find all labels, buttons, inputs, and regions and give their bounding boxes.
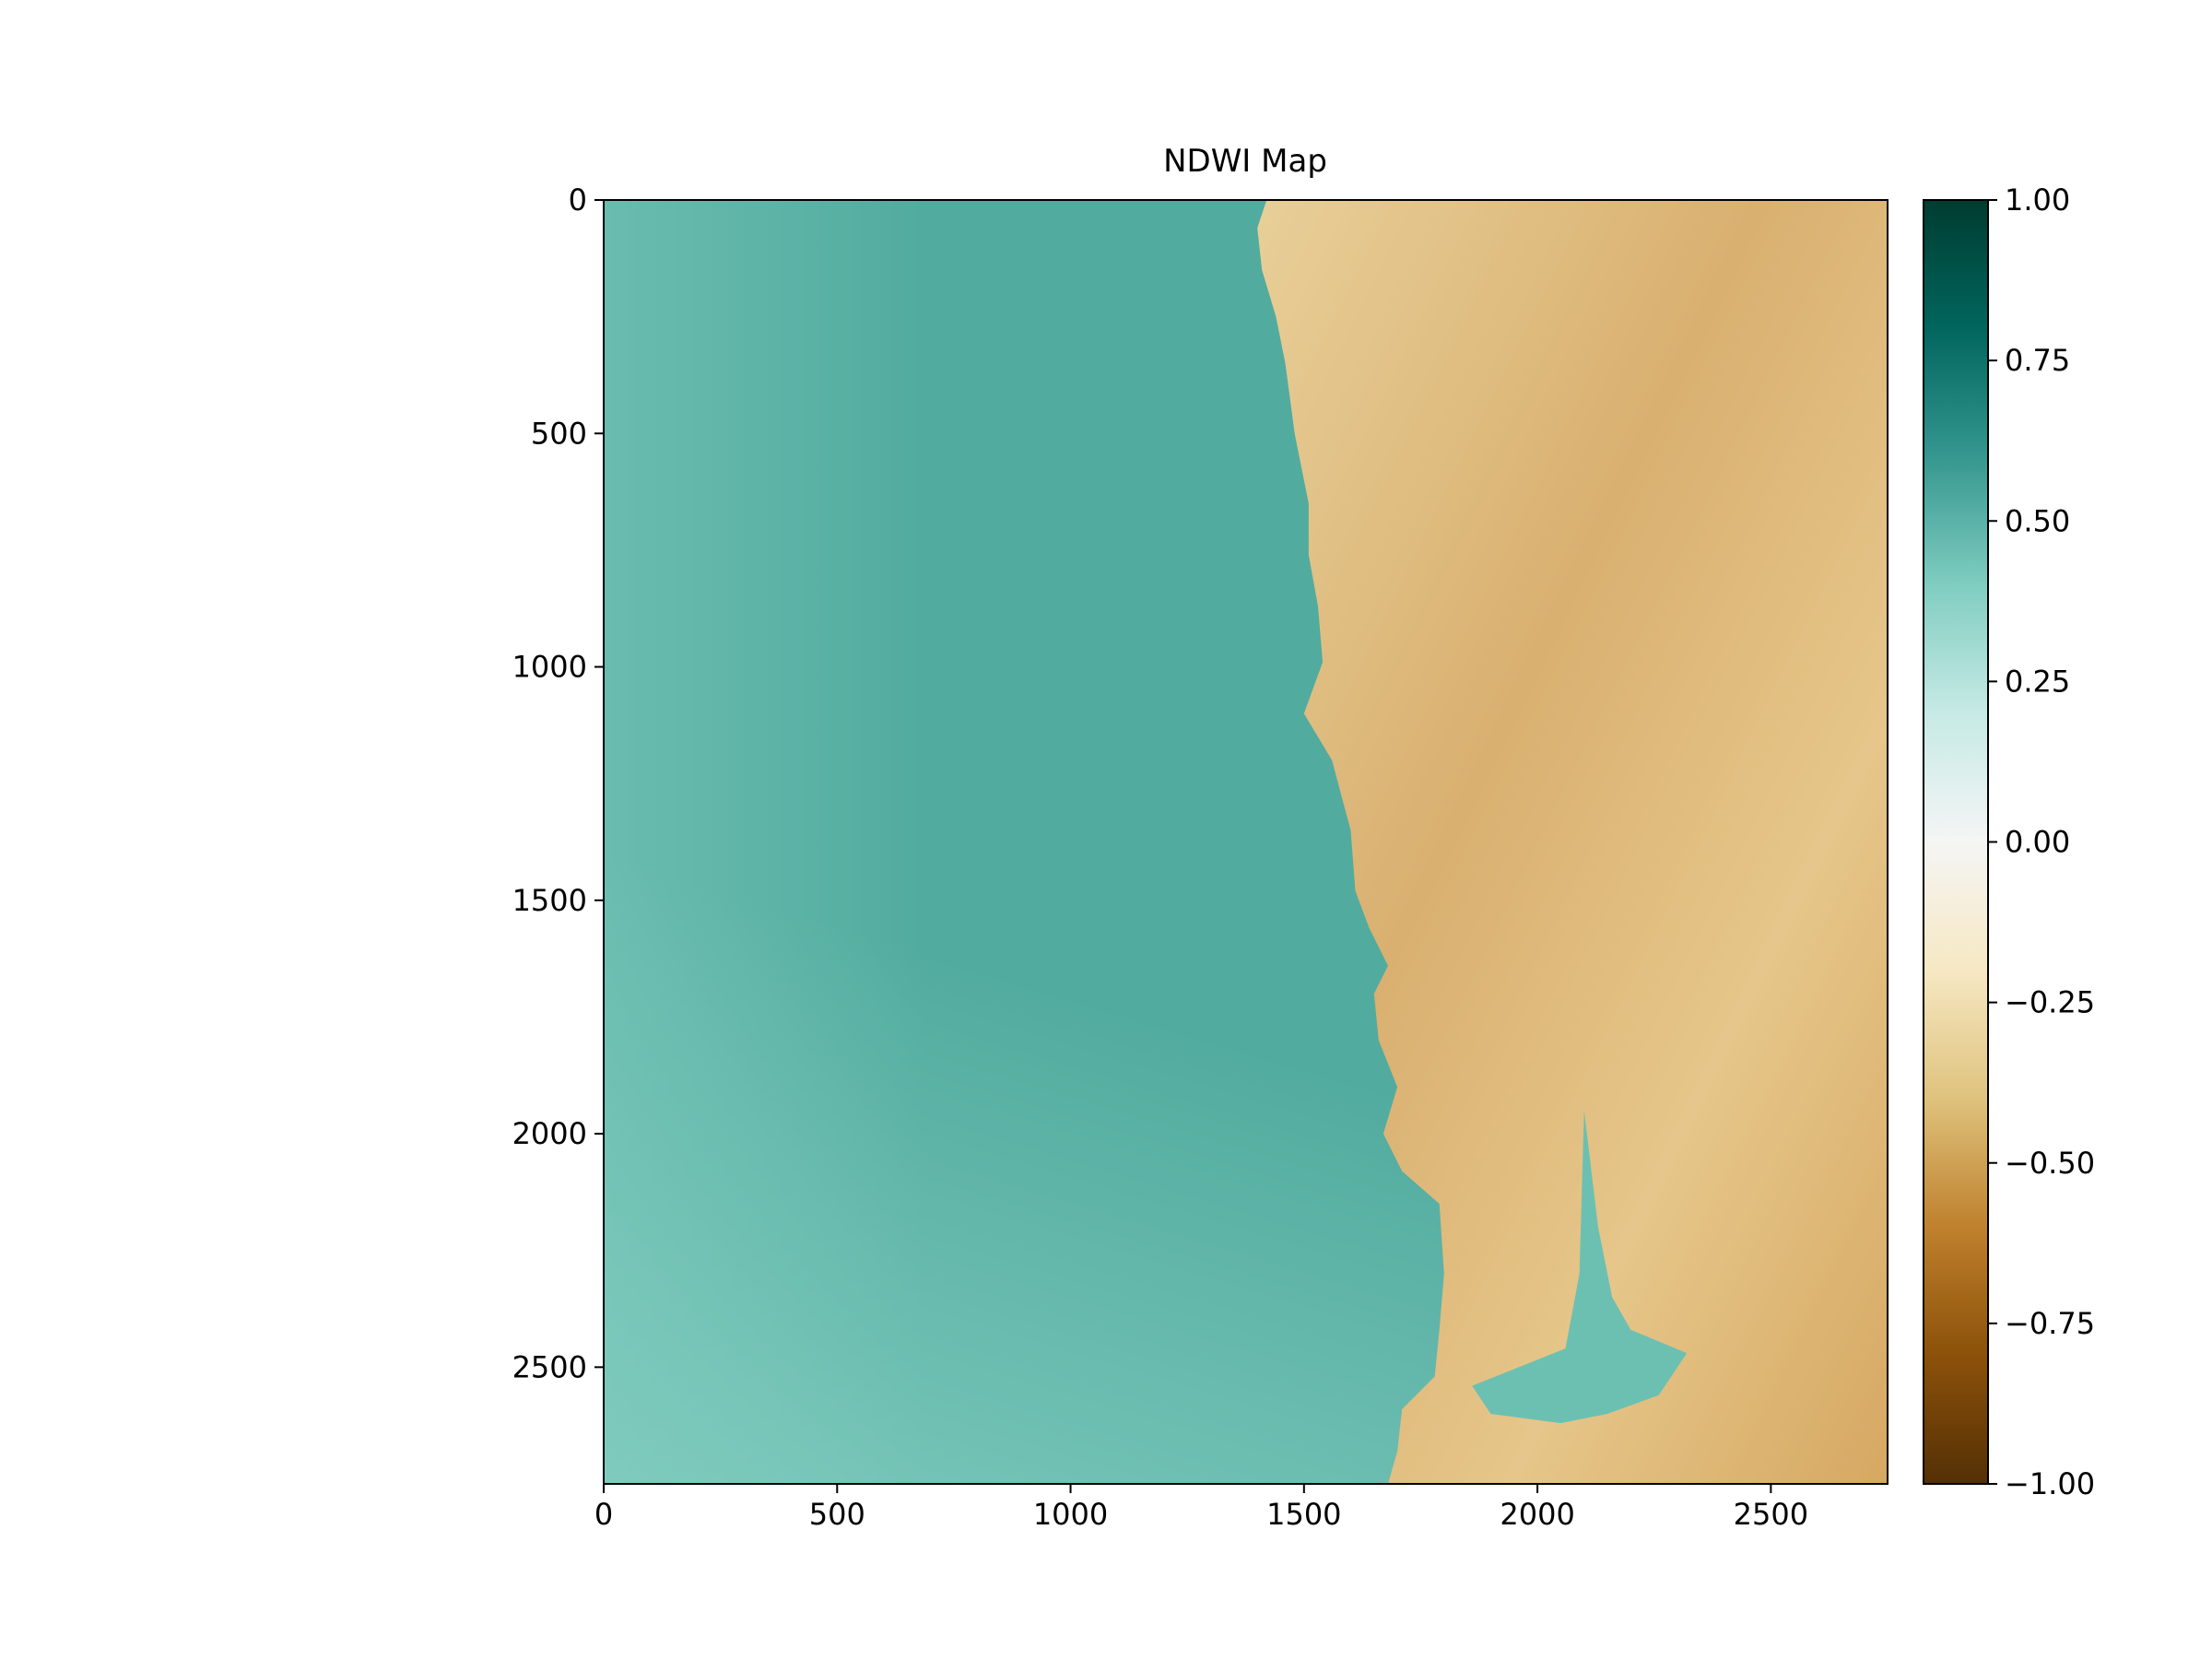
y-tick-label: 500 [531,416,587,451]
plot-frame [603,199,1888,1485]
x-tick-label: 2500 [1734,1497,1808,1532]
chart-title: NDWI Map [1163,143,1327,180]
x-tick-label: 2000 [1500,1497,1574,1532]
colorbar-tick-label: 0.75 [2005,343,2070,378]
ndwi-heatmap [604,200,1888,1484]
x-tick-label: 500 [809,1497,865,1532]
y-tick-label: 2500 [512,1349,587,1384]
colorbar-tick-label: −0.25 [2005,985,2095,1020]
colorbar-tick-label: −0.75 [2005,1306,2095,1341]
x-axis: 0 500 1000 1500 2000 2500 [594,1484,1808,1532]
colorbar-tick-label: 0.25 [2005,664,2070,699]
colorbar-tick-label: −0.50 [2005,1146,2095,1181]
colorbar-tick-label: 0.50 [2005,503,2070,538]
x-tick-label: 1000 [1033,1497,1108,1532]
x-tick-label: 0 [594,1497,613,1532]
y-tick-label: 0 [569,182,587,218]
x-tick-label: 1500 [1266,1497,1341,1532]
y-tick-label: 1000 [512,650,587,685]
colorbar-tick-label: −1.00 [2005,1466,2095,1501]
colorbar-axis: 1.00 0.75 0.50 0.25 0.00 −0.25 −0.50 −0.75 −1.00 [1988,182,2095,1501]
y-tick-label: 1500 [512,883,587,918]
colorbar [1923,199,1989,1485]
colorbar-tick-label: 1.00 [2005,182,2070,218]
y-tick-label: 2000 [512,1116,587,1151]
colorbar-tick-label: 0.00 [2005,825,2070,860]
bay-water [1472,1110,1688,1424]
land-mass [1257,200,1888,1484]
y-axis: 0 500 1000 1500 2000 2500 [512,182,604,1384]
